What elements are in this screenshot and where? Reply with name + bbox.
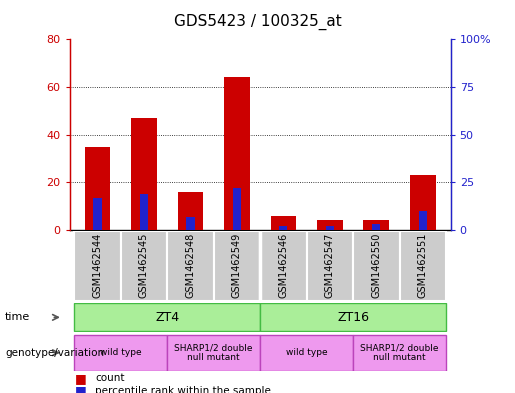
Text: genotype/variation: genotype/variation <box>5 348 104 358</box>
Text: GSM1462544: GSM1462544 <box>92 233 102 298</box>
Bar <box>178 192 203 230</box>
Bar <box>74 335 167 371</box>
Text: SHARP1/2 double
null mutant: SHARP1/2 double null mutant <box>175 343 253 362</box>
Bar <box>233 188 241 230</box>
Bar <box>186 217 195 230</box>
Text: wild type: wild type <box>100 348 142 357</box>
Bar <box>260 231 306 301</box>
Bar <box>140 194 148 230</box>
Bar <box>279 226 287 230</box>
Text: GSM1462546: GSM1462546 <box>278 233 288 298</box>
Bar <box>364 220 389 230</box>
Text: GDS5423 / 100325_at: GDS5423 / 100325_at <box>174 14 341 30</box>
Bar <box>306 231 353 301</box>
Text: ZT16: ZT16 <box>337 311 369 324</box>
Text: GSM1462547: GSM1462547 <box>325 233 335 298</box>
Bar <box>84 147 110 230</box>
Bar <box>131 118 157 230</box>
Bar <box>167 231 214 301</box>
Text: GSM1462548: GSM1462548 <box>185 233 195 298</box>
Text: GSM1462551: GSM1462551 <box>418 233 428 298</box>
Bar <box>372 224 381 230</box>
Text: percentile rank within the sample: percentile rank within the sample <box>95 386 271 393</box>
Text: ■: ■ <box>75 384 87 393</box>
Bar <box>270 216 296 230</box>
Bar <box>419 211 427 230</box>
Bar <box>260 303 446 332</box>
Text: count: count <box>95 373 125 384</box>
Bar <box>121 231 167 301</box>
Bar <box>325 226 334 230</box>
Text: GSM1462550: GSM1462550 <box>371 233 381 298</box>
Text: ■: ■ <box>75 372 87 385</box>
Text: time: time <box>5 312 30 322</box>
Text: wild type: wild type <box>286 348 328 357</box>
Bar <box>317 220 342 230</box>
Bar <box>400 231 446 301</box>
Bar <box>93 198 101 230</box>
Bar <box>74 231 121 301</box>
Text: GSM1462545: GSM1462545 <box>139 233 149 298</box>
Bar <box>167 335 260 371</box>
Text: GSM1462549: GSM1462549 <box>232 233 242 298</box>
Bar <box>353 335 446 371</box>
Bar <box>353 231 400 301</box>
Bar <box>74 303 260 332</box>
Text: SHARP1/2 double
null mutant: SHARP1/2 double null mutant <box>360 343 439 362</box>
Bar <box>410 175 436 230</box>
Bar <box>214 231 260 301</box>
Bar <box>224 77 250 230</box>
Bar <box>260 335 353 371</box>
Text: ZT4: ZT4 <box>155 311 179 324</box>
